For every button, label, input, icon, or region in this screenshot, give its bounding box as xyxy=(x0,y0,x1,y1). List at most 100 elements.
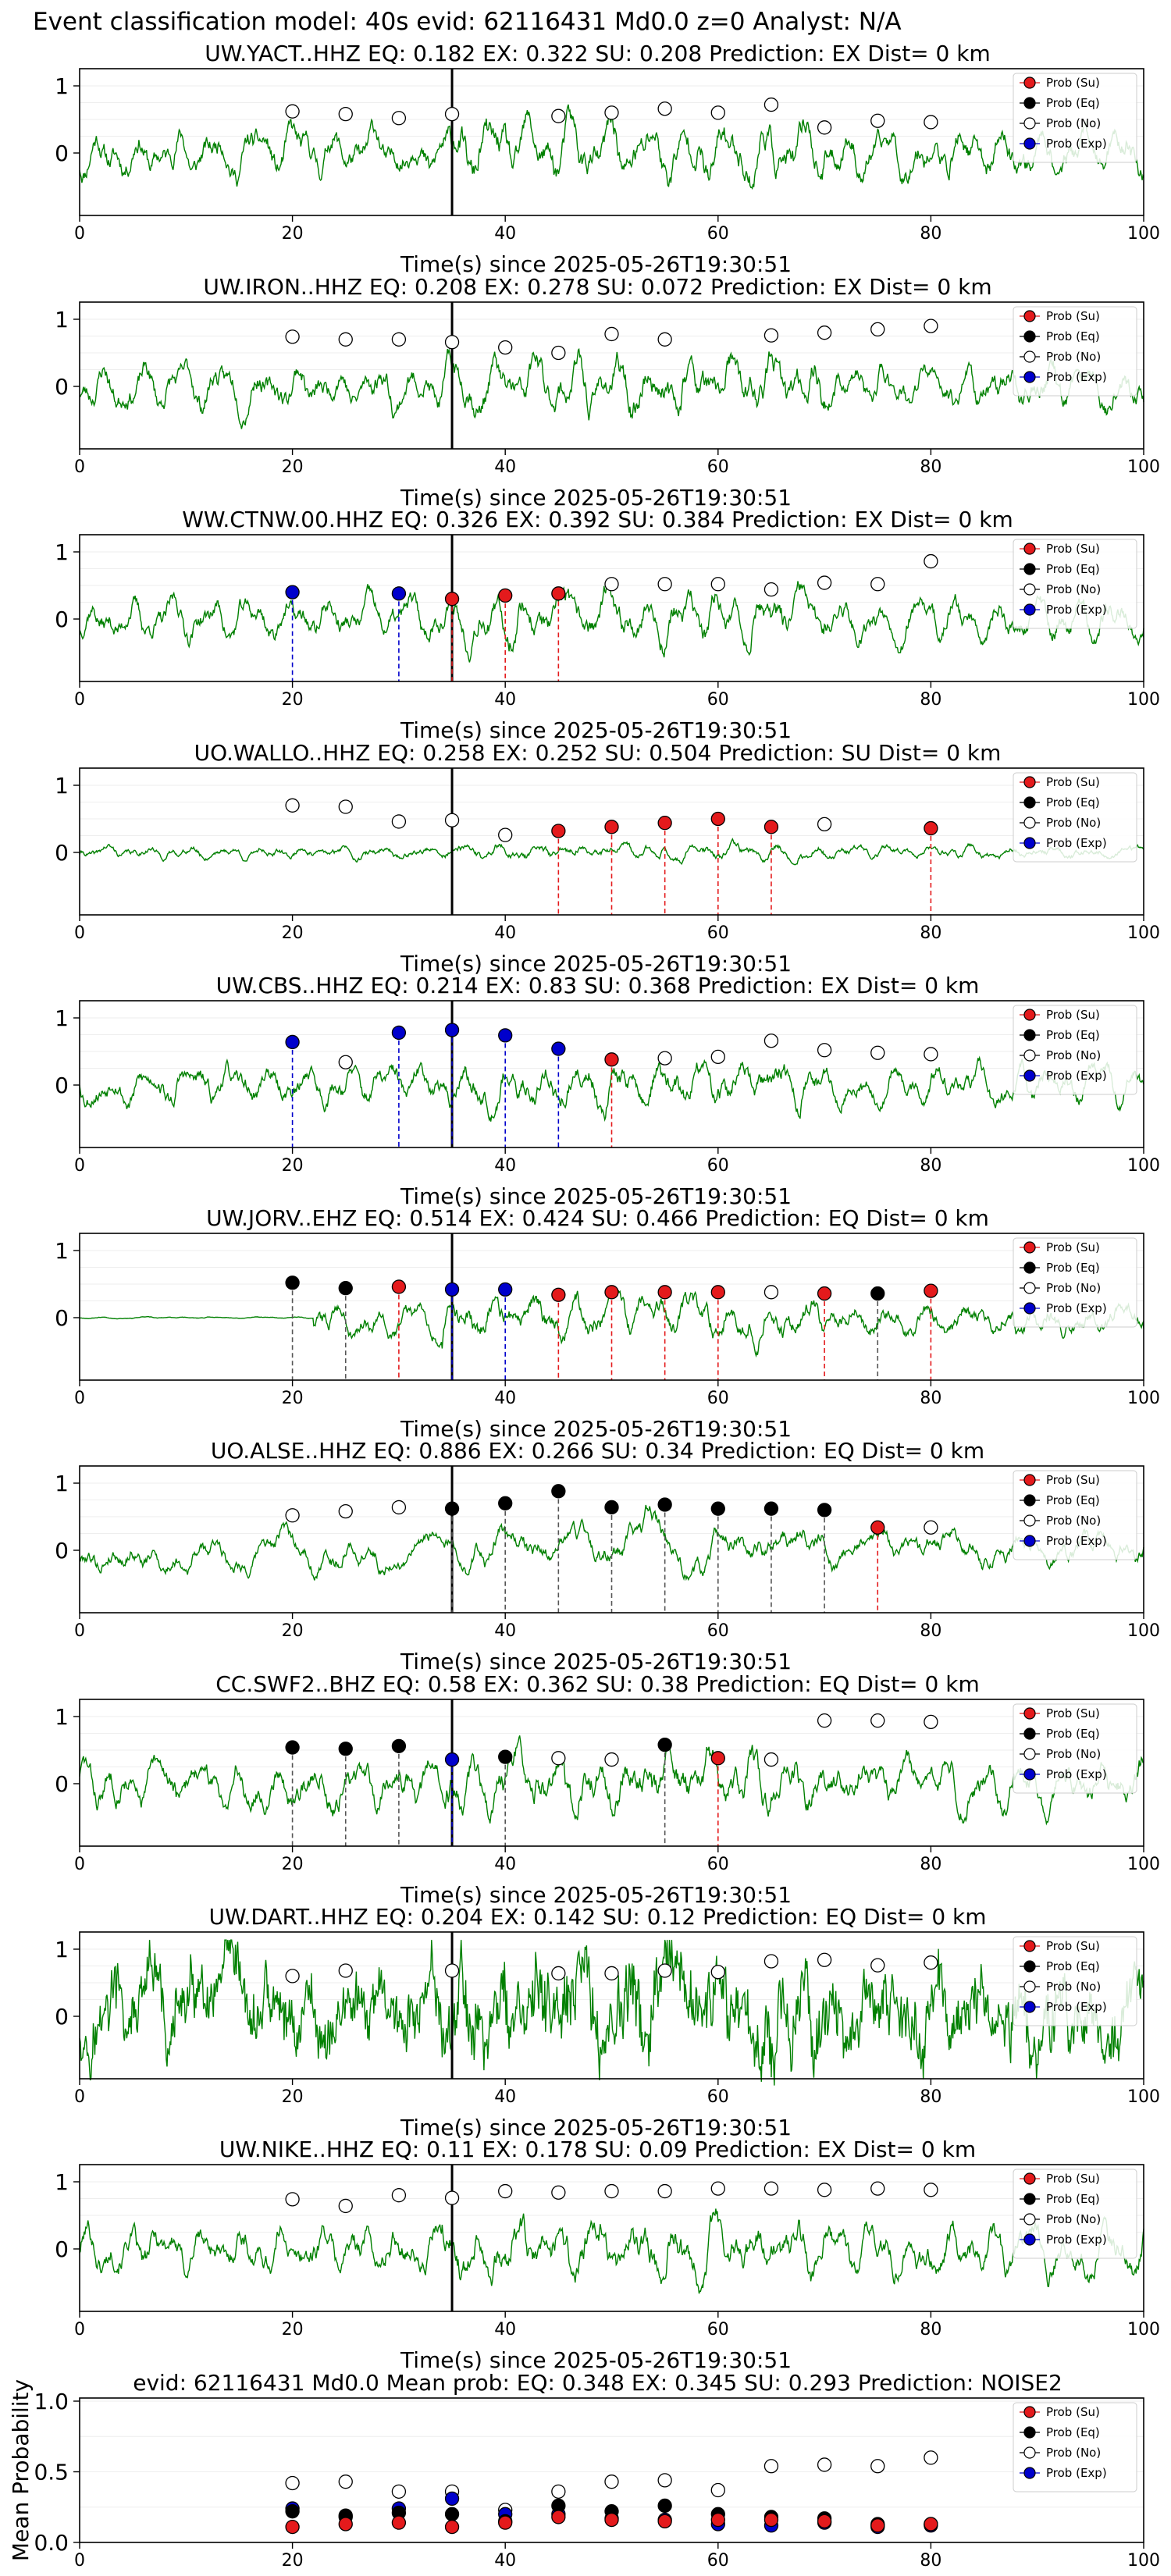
legend-label: Prob (Su) xyxy=(1046,1939,1100,1953)
prob-marker-no xyxy=(657,577,672,592)
legend-marker xyxy=(1023,1494,1036,1507)
legend-label: Prob (Eq) xyxy=(1046,795,1100,809)
prob-marker-su xyxy=(657,1285,672,1300)
prob-marker-no xyxy=(498,827,513,842)
y-tick-label: 1.0 xyxy=(34,2389,69,2414)
axes-frame xyxy=(79,534,1144,682)
mean-prob-marker-no xyxy=(338,2475,353,2489)
y-tick-label: 0 xyxy=(55,1073,69,1098)
x-tick-label: 0 xyxy=(74,690,85,710)
waveform-trace xyxy=(79,347,1144,429)
panel-title: WW.CTNW.00.HHZ EQ: 0.326 EX: 0.392 SU: 0… xyxy=(182,507,1013,532)
prob-marker-no xyxy=(870,1713,885,1728)
prob-marker-no xyxy=(710,105,725,120)
prob-marker-no xyxy=(924,318,938,333)
x-tick-label: 20 xyxy=(282,2551,304,2571)
x-tick-label: 0 xyxy=(74,224,85,244)
legend-marker xyxy=(1023,1960,1036,1973)
legend-marker xyxy=(1023,350,1036,363)
prob-marker-su xyxy=(604,820,619,834)
axes-frame xyxy=(79,1233,1144,1381)
x-tick-label: 100 xyxy=(1127,2087,1160,2107)
mean-prob-marker-su xyxy=(817,2514,832,2529)
y-tick-label: 1 xyxy=(55,1471,69,1496)
x-axis-label: Time(s) since 2025-05-26T19:30:51 xyxy=(400,1416,792,1442)
legend-label: Prob (Su) xyxy=(1046,2172,1100,2186)
x-tick-label: 40 xyxy=(494,2551,516,2571)
prob-marker-no xyxy=(763,1752,779,1767)
legend-marker xyxy=(1023,2406,1036,2418)
y-tick-label: 1 xyxy=(55,1704,69,1730)
prob-marker-no xyxy=(763,328,779,343)
x-tick-label: 20 xyxy=(282,1855,304,1874)
x-tick-label: 20 xyxy=(282,1621,304,1641)
y-tick-label: 1 xyxy=(55,539,69,565)
prob-marker-no xyxy=(498,2183,513,2199)
prob-marker-su xyxy=(870,1520,885,1535)
legend-marker xyxy=(1023,1980,1036,1993)
legend-marker xyxy=(1023,603,1036,616)
prob-marker-no xyxy=(924,1520,938,1535)
x-tick-label: 0 xyxy=(74,2087,85,2107)
x-tick-label: 60 xyxy=(707,1389,729,1408)
y-tick-label: 0 xyxy=(55,607,69,632)
mean-prob-marker-no xyxy=(924,2450,938,2465)
prob-marker-eq xyxy=(498,1496,513,1510)
x-tick-label: 80 xyxy=(920,1855,941,1874)
prob-marker-no xyxy=(710,1049,725,1065)
prob-marker-no xyxy=(285,104,300,119)
panel-5: UW.CBS..HHZ EQ: 0.214 EX: 0.83 SU: 0.368… xyxy=(55,973,1160,1209)
x-axis-label: Time(s) since 2025-05-26T19:30:51 xyxy=(400,251,792,277)
prob-marker-no xyxy=(870,113,885,128)
legend-marker xyxy=(1023,117,1036,130)
legend-marker xyxy=(1023,1302,1036,1315)
prob-marker-no xyxy=(285,798,300,813)
waveform-trace xyxy=(79,1939,1144,2086)
legend-label: Prob (No) xyxy=(1046,116,1101,130)
legend-marker xyxy=(1023,1535,1036,1547)
panel-title: UO.WALLO..HHZ EQ: 0.258 EX: 0.252 SU: 0.… xyxy=(194,740,1002,766)
legend-marker xyxy=(1023,2001,1036,2013)
prob-marker-exp xyxy=(444,1023,460,1037)
prob-marker-no xyxy=(870,1958,885,1973)
prob-marker-no xyxy=(551,1751,566,1766)
legend-marker xyxy=(1023,1029,1036,1041)
y-tick-label: 0 xyxy=(55,141,69,166)
prob-marker-no xyxy=(924,553,938,569)
legend-marker xyxy=(1023,2467,1036,2479)
prob-marker-no xyxy=(924,1955,938,1970)
mean-prob-marker-no xyxy=(710,2482,725,2498)
axes-frame xyxy=(79,1931,1144,2080)
legend-marker xyxy=(1023,330,1036,343)
prob-marker-no xyxy=(763,97,779,112)
legend-marker xyxy=(1023,796,1036,809)
x-tick-label: 20 xyxy=(282,2320,304,2339)
y-tick-label: 1 xyxy=(55,1005,69,1031)
legend-marker xyxy=(1023,1768,1036,1781)
y-tick-label: 1 xyxy=(55,307,69,333)
x-tick-label: 100 xyxy=(1127,2551,1160,2571)
legend-label: Prob (No) xyxy=(1046,1048,1101,1062)
legend-label: Prob (Su) xyxy=(1046,76,1100,90)
prob-marker-no xyxy=(710,1965,725,1980)
prob-marker-no xyxy=(924,1714,938,1730)
prob-marker-no xyxy=(338,1963,353,1978)
prob-marker-no xyxy=(870,1045,885,1060)
x-tick-label: 80 xyxy=(920,1621,941,1641)
x-tick-label: 40 xyxy=(494,1855,516,1874)
prob-marker-eq xyxy=(551,1484,566,1499)
prob-marker-no xyxy=(391,1500,407,1515)
x-tick-label: 0 xyxy=(74,923,85,943)
x-tick-label: 60 xyxy=(707,2320,729,2339)
x-tick-label: 60 xyxy=(707,2551,729,2571)
legend-label: Prob (Eq) xyxy=(1046,1261,1100,1275)
x-axis-label: Time(s) since 2025-05-26T19:30:51 xyxy=(400,1183,792,1209)
legend-marker xyxy=(1023,1474,1036,1486)
legend-box xyxy=(1013,772,1137,863)
mean-prob-marker-su xyxy=(285,2519,300,2535)
legend-marker xyxy=(1023,543,1036,555)
panel-3: WW.CTNW.00.HHZ EQ: 0.326 EX: 0.392 SU: 0… xyxy=(55,507,1160,743)
legend-marker xyxy=(1023,2193,1036,2205)
legend-box xyxy=(1013,306,1137,397)
